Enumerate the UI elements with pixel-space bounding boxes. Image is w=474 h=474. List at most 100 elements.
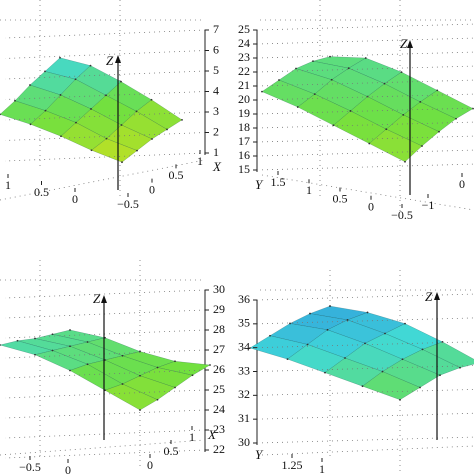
grid-line [256, 51, 474, 59]
surface-point [139, 409, 141, 411]
surface-point [14, 99, 16, 102]
surface-point [90, 108, 92, 110]
x-tick-label: 1 [197, 154, 203, 168]
x-tick-label: −1 [422, 198, 435, 212]
surface-point [438, 130, 440, 133]
surface-point [349, 110, 352, 112]
grid-line [256, 436, 474, 444]
grid-line [4, 111, 206, 121]
surface-point [436, 89, 439, 92]
x-tick-label: 0 [459, 177, 465, 191]
surface-point [44, 109, 47, 112]
surface-point [209, 364, 211, 366]
grid-line [256, 135, 474, 143]
surface-point [381, 370, 384, 373]
surface-point [344, 357, 346, 359]
grid-line [4, 29, 206, 39]
x-tick-label: 0.5 [169, 168, 184, 182]
grid-line [4, 70, 206, 80]
grid-line [256, 412, 474, 420]
y-tick-label: −0.5 [391, 208, 413, 222]
grid-line [256, 121, 474, 129]
grid-line [4, 152, 206, 162]
z-tick-label: 23 [213, 422, 225, 436]
grid-line [256, 389, 474, 396]
surface-point [86, 341, 89, 343]
z-axis-label: Z [106, 53, 114, 68]
surface-point [34, 353, 36, 356]
z-tick-label: 34 [238, 339, 250, 353]
z-axis-label: Z [400, 36, 408, 51]
surface-point [313, 93, 316, 95]
surface-point [286, 358, 289, 361]
surface-point [459, 366, 461, 369]
surface-point [166, 128, 168, 131]
z-axis-arrowhead [434, 292, 440, 300]
surface-point [361, 385, 364, 388]
surface-point [105, 94, 107, 97]
grid-line [4, 369, 206, 379]
grid-line [4, 449, 206, 459]
surface-point [421, 145, 423, 147]
grid-line [256, 293, 474, 301]
grid-line [4, 91, 206, 100]
y-tick-label: 0.5 [333, 191, 348, 205]
surface-point [269, 334, 271, 337]
grid-line [256, 341, 474, 349]
surface-point [156, 366, 159, 369]
surface-point [191, 374, 194, 377]
surface-point [150, 98, 153, 101]
z-tick-label: 30 [238, 435, 250, 449]
surface-point [289, 322, 291, 325]
grid-line [256, 79, 474, 87]
surface-point [105, 137, 108, 140]
surface-point [60, 135, 62, 138]
z-tick-label: 21 [238, 78, 250, 92]
surface-point [332, 124, 335, 127]
surface-point [29, 123, 32, 126]
x-tick-label: 1 [189, 430, 195, 444]
surface-point [439, 374, 441, 377]
surface-point [421, 348, 424, 351]
surface-point [86, 363, 89, 366]
z-tick-label: 25 [238, 22, 250, 36]
surface-point [326, 328, 329, 331]
surface-point [400, 71, 403, 73]
surface-point [51, 349, 54, 352]
surface-point [419, 101, 422, 103]
grid-line [4, 429, 206, 439]
x-axis-label: X [207, 427, 217, 442]
y-axis-label: Y [255, 447, 264, 462]
z-tick-label: 25 [213, 382, 225, 396]
y-tick-label: 1.25 [282, 458, 303, 472]
surface-point [404, 160, 406, 163]
grid-line [4, 309, 206, 319]
x-tick-label: 0 [147, 458, 153, 472]
surface-point [364, 57, 367, 59]
z-tick-label: 32 [238, 387, 250, 401]
y-tick-label: 1 [319, 462, 325, 474]
surface-point [306, 343, 309, 346]
z-tick-label: 1 [213, 145, 219, 159]
surface-point [368, 142, 371, 145]
surface-point [312, 60, 314, 63]
surface-point [347, 67, 350, 70]
surface-point [249, 347, 251, 349]
y-axis-label: Y [255, 177, 264, 192]
grid-line [256, 37, 474, 45]
grid-line [4, 289, 206, 299]
z-tick-label: 31 [238, 411, 250, 425]
surface-point [69, 329, 71, 331]
surface-point [44, 70, 46, 73]
surface-point [34, 337, 36, 340]
surface-point [261, 90, 263, 93]
surface-point [385, 128, 388, 131]
surface-point [69, 345, 71, 348]
surface-point [296, 106, 299, 108]
grid-line [256, 317, 474, 325]
surface-point [419, 386, 421, 389]
surface-point [156, 398, 159, 401]
z-axis-label: Z [93, 291, 101, 306]
grid-line [256, 163, 474, 171]
